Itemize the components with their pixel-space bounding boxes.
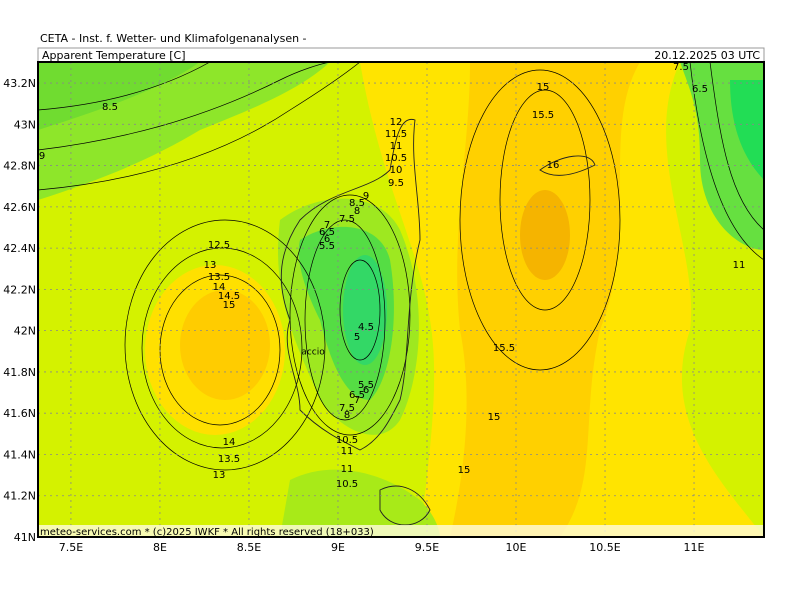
contour-label: 15.5	[532, 110, 554, 121]
contour-label: 11.5	[385, 129, 407, 140]
lat-tick-label: 41.8N	[3, 366, 36, 379]
lon-tick-label: 10.5E	[589, 541, 620, 554]
isoline	[289, 194, 411, 436]
lat-tick-label: 41N	[14, 531, 36, 544]
contour-label: 10.5	[385, 153, 407, 164]
contour-label: 12.5	[208, 240, 230, 251]
contour-label: 13	[213, 470, 226, 481]
contour-label: 15	[223, 300, 236, 311]
isoline	[38, 62, 361, 191]
lat-tick-label: 41.6N	[3, 407, 36, 420]
contour-label: 7	[354, 395, 360, 406]
lon-tick-label: 11E	[684, 541, 705, 554]
source-line: CETA - Inst. f. Wetter- und Klimafolgena…	[40, 32, 307, 45]
contour-label: 15.5	[493, 343, 515, 354]
contour-label: 13	[204, 260, 217, 271]
coastline	[379, 485, 431, 526]
contour-label: 16	[547, 160, 560, 171]
isoline	[499, 89, 591, 311]
contour-label: 11	[733, 260, 746, 271]
frame	[37, 61, 765, 538]
isoline	[141, 247, 303, 449]
contour-label: 7	[324, 220, 330, 231]
contour-label: 6	[363, 385, 369, 396]
contour-label: 12	[390, 117, 403, 128]
contour-label: 11	[390, 141, 403, 152]
place-label: accio	[301, 348, 325, 358]
contour-label: 6.5	[692, 84, 708, 95]
isoline	[124, 219, 326, 471]
lat-tick-label: 42.4N	[3, 242, 36, 255]
contour-label: 8.5	[102, 102, 118, 113]
warm-core	[520, 190, 570, 280]
lon-tick-label: 9.5E	[415, 541, 439, 554]
contour-label: 10.5	[336, 479, 358, 490]
lon-tick-label: 10E	[506, 541, 527, 554]
contour-label: 11	[341, 464, 354, 475]
contour-label: 14	[213, 282, 226, 293]
contour-label: 7.5	[339, 214, 355, 225]
isoline	[459, 69, 621, 371]
warm-core	[180, 290, 270, 400]
contour-label: 15	[537, 82, 550, 93]
contour-label: 5.5	[319, 241, 335, 252]
coastline	[539, 155, 596, 176]
title: Apparent Temperature [C]	[42, 49, 186, 62]
contour-label: 9.5	[388, 178, 404, 189]
cold-core	[730, 80, 764, 180]
graticule	[38, 62, 764, 538]
lat-tick-label: 42.8N	[3, 160, 36, 173]
footer: meteo-services.com * (c)2025 IWKF * All …	[40, 527, 374, 538]
isoline	[38, 62, 331, 151]
lat-tick-label: 41.2N	[3, 490, 36, 503]
lat-tick-label: 43N	[14, 118, 36, 131]
contour-label: 7.5	[339, 403, 355, 414]
cold-core	[343, 255, 387, 365]
contour-label: 8.5	[349, 198, 365, 209]
lon-tick-label: 8.5E	[237, 541, 261, 554]
contour-label: 5.5	[358, 380, 374, 391]
lat-tick-label: 42N	[14, 325, 36, 338]
lat-tick-label: 43.2N	[3, 77, 36, 90]
contour-label: 14.5	[218, 291, 240, 302]
contour-label: 9	[39, 151, 45, 162]
isoline	[339, 259, 381, 361]
field	[38, 62, 764, 537]
contour-label: 15	[458, 465, 471, 476]
contour-label: 10	[390, 165, 403, 176]
contour-label: 15	[488, 412, 501, 423]
contour-label: 7.5	[673, 62, 689, 73]
contour-label: 13.5	[218, 454, 240, 465]
footer-strip	[38, 525, 764, 537]
contour-labels: 8.5912.51313.51414.5151413.5131211.51110…	[39, 62, 746, 490]
contour-label: 13.5	[208, 272, 230, 283]
lon-tick-label: 8E	[153, 541, 167, 554]
isoline	[38, 62, 211, 111]
isoline	[709, 62, 764, 231]
contour-label: 4.5	[358, 322, 374, 333]
cold-area	[38, 62, 200, 130]
isoline	[304, 219, 386, 421]
lat-tick-label: 42.2N	[3, 283, 36, 296]
lon-tick-label: 9E	[331, 541, 345, 554]
contour-label: 6	[324, 234, 330, 245]
contour-label: 11	[341, 446, 354, 457]
valid-time: 20.12.2025 03 UTC	[654, 49, 760, 62]
contour-label: 6.5	[319, 227, 335, 238]
lon-tick-label: 7.5E	[59, 541, 83, 554]
contour-label: 5	[354, 332, 360, 343]
cold-area	[280, 469, 440, 537]
contour-label: 8	[354, 206, 360, 217]
coastline	[280, 118, 421, 451]
contour-label: 8	[344, 410, 350, 421]
contour-label: 10.5	[336, 435, 358, 446]
lat-tick-label: 42.6N	[3, 201, 36, 214]
contour-label: 14	[223, 437, 236, 448]
lat-tick-label: 41.4N	[3, 448, 36, 461]
contour-label: 6.5	[349, 390, 365, 401]
warm-area	[450, 62, 640, 537]
contour-label: 9	[363, 191, 369, 202]
